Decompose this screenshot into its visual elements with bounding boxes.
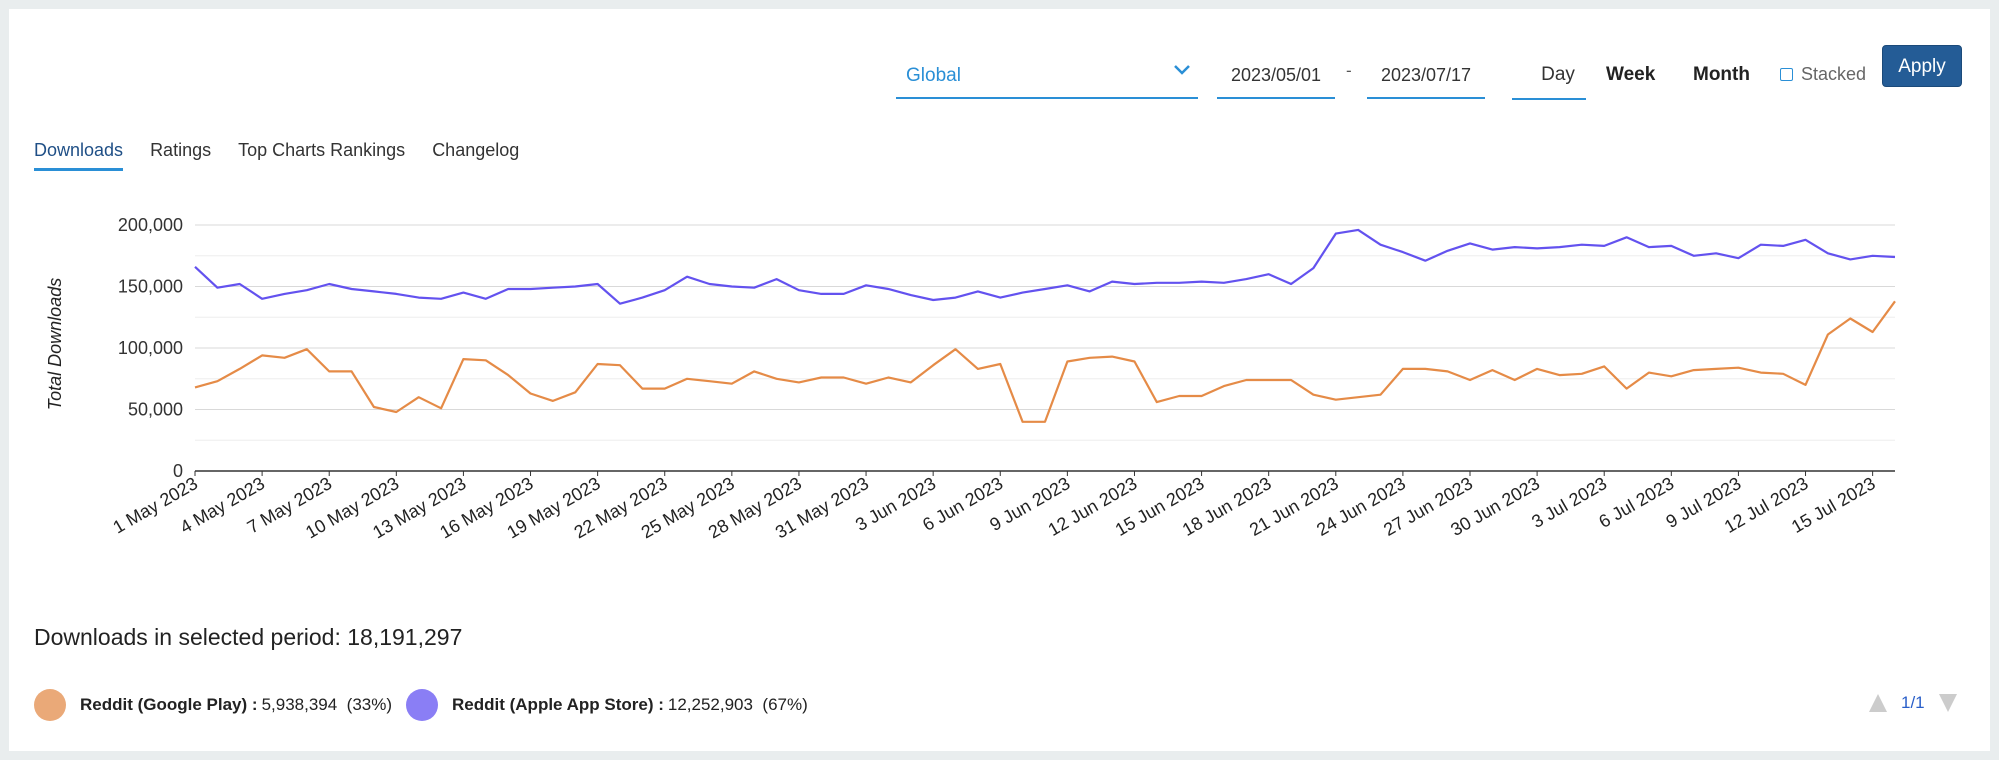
x-tick-label: 6 Jul 2023 xyxy=(1595,473,1677,532)
region-select[interactable]: Global xyxy=(896,49,1198,99)
date-separator: - xyxy=(1346,61,1352,80)
y-axis-label: Total Downloads xyxy=(45,278,65,410)
series-line-reddit-google-play xyxy=(194,300,1896,423)
period-day-button[interactable]: Day xyxy=(1541,64,1575,85)
y-tick-label: 0 xyxy=(173,461,183,481)
downloads-line-chart: 0 50,000 100,000 150,000 200,000 Total Downlo… xyxy=(45,215,1896,543)
y-tick-label: 200,000 xyxy=(118,215,183,235)
legend-swatch-google-play xyxy=(34,689,66,721)
tab-downloads[interactable]: Downloads xyxy=(34,140,124,171)
legend-name-apple-app-store: Reddit (Apple App Store) : xyxy=(452,695,664,714)
period-day-underline xyxy=(1512,98,1586,100)
x-tick-label: 3 Jul 2023 xyxy=(1528,473,1610,532)
legend-swatch-apple-app-store xyxy=(406,689,439,721)
period-week-button[interactable]: Week xyxy=(1606,64,1656,85)
chart-legend: Reddit (Google Play) : 5,938,394 (33%) R… xyxy=(34,689,822,721)
legend-item-google-play[interactable]: Reddit (Google Play) : 5,938,394 (33%) xyxy=(34,689,392,721)
end-date-input[interactable]: 2023/07/17 xyxy=(1367,49,1485,99)
apply-button[interactable]: Apply xyxy=(1882,45,1962,87)
legend-item-apple-app-store[interactable]: Reddit (Apple App Store) : 12,252,903 (6… xyxy=(406,689,808,721)
y-tick-label: 50,000 xyxy=(128,400,183,420)
start-date-input[interactable]: 2023/05/01 xyxy=(1217,49,1335,99)
region-value: Global xyxy=(906,65,961,86)
series-line-reddit-apple-app-store xyxy=(194,228,1896,305)
legend-pager: 1/1 xyxy=(1869,693,1957,713)
tab-ratings[interactable]: Ratings xyxy=(150,140,212,160)
legend-value-apple-app-store: 12,252,903 xyxy=(667,695,753,714)
summary-label: Downloads in selected period: xyxy=(34,624,341,650)
stacked-label: Stacked xyxy=(1801,64,1867,84)
tab-top-charts-rankings[interactable]: Top Charts Rankings xyxy=(238,140,406,160)
tab-changelog[interactable]: Changelog xyxy=(432,140,520,160)
pager-up-icon[interactable] xyxy=(1869,694,1887,712)
legend-name-google-play: Reddit (Google Play) : xyxy=(80,695,258,714)
pager-down-icon[interactable] xyxy=(1938,694,1957,712)
pager-label: 1/1 xyxy=(1901,693,1925,712)
stacked-checkbox[interactable] xyxy=(1780,68,1793,81)
y-tick-label: 100,000 xyxy=(118,338,183,358)
stacked-toggle[interactable]: Stacked xyxy=(1780,64,1866,85)
tab-bar: Downloads Ratings Top Charts Rankings Ch… xyxy=(34,140,546,171)
summary-total: 18,191,297 xyxy=(347,624,463,650)
downloads-panel: Global 2023/05/01 - 2023/07/17 Day Week … xyxy=(9,9,1990,751)
legend-value-google-play: 5,938,394 xyxy=(261,695,338,714)
legend-pct-google-play: (33%) xyxy=(346,695,393,714)
period-summary: Downloads in selected period: 18,191,297 xyxy=(34,624,462,651)
legend-pct-apple-app-store: (67%) xyxy=(762,695,808,714)
period-month-button[interactable]: Month xyxy=(1693,64,1750,85)
chevron-down-icon xyxy=(1172,61,1192,83)
y-tick-label: 150,000 xyxy=(118,277,183,297)
